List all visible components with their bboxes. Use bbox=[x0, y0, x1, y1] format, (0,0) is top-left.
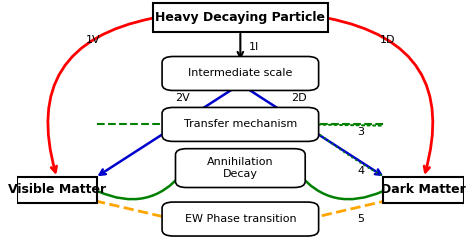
Text: 3: 3 bbox=[357, 127, 365, 137]
Text: 2V: 2V bbox=[175, 93, 190, 103]
Text: Transfer mechanism: Transfer mechanism bbox=[184, 119, 297, 129]
Text: Dark Matter: Dark Matter bbox=[382, 183, 466, 196]
Text: Heavy Decaying Particle: Heavy Decaying Particle bbox=[155, 11, 325, 24]
FancyBboxPatch shape bbox=[17, 177, 97, 203]
Text: Intermediate scale: Intermediate scale bbox=[188, 69, 292, 79]
Text: 1V: 1V bbox=[85, 34, 100, 44]
FancyBboxPatch shape bbox=[162, 57, 319, 91]
Text: 1D: 1D bbox=[380, 34, 396, 44]
FancyBboxPatch shape bbox=[162, 202, 319, 236]
FancyBboxPatch shape bbox=[175, 149, 305, 187]
FancyBboxPatch shape bbox=[162, 107, 319, 142]
Text: Visible Matter: Visible Matter bbox=[8, 183, 106, 196]
Text: 4: 4 bbox=[357, 165, 365, 175]
Text: EW Phase transition: EW Phase transition bbox=[184, 214, 296, 224]
Text: 5: 5 bbox=[357, 214, 365, 224]
Text: 1I: 1I bbox=[249, 42, 259, 52]
FancyBboxPatch shape bbox=[153, 3, 328, 32]
Text: 2D: 2D bbox=[291, 93, 306, 103]
FancyBboxPatch shape bbox=[383, 177, 464, 203]
Text: Annihilation
Decay: Annihilation Decay bbox=[207, 157, 273, 179]
